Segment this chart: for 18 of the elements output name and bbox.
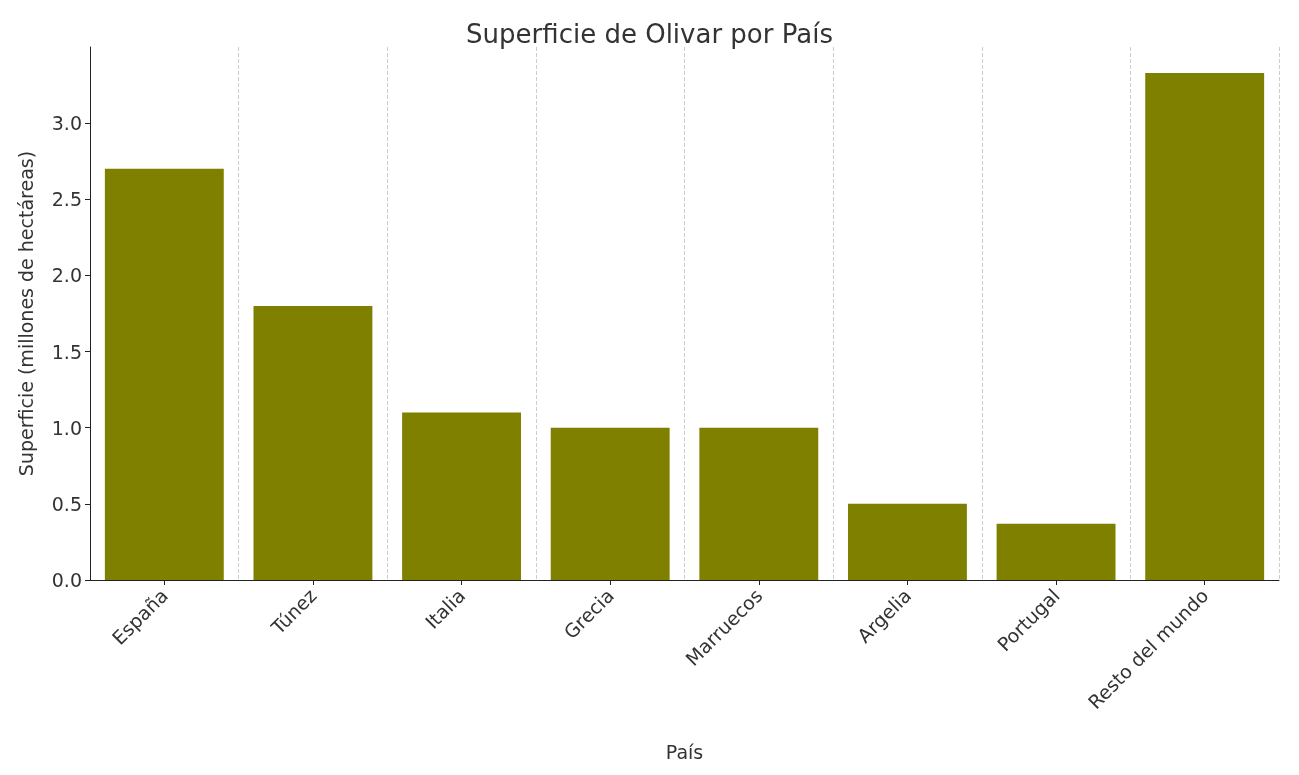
bar [699,427,819,580]
y-tick-label: 0.0 [51,569,82,591]
y-axis-title: Superficie (millones de hectáreas) [14,150,37,477]
y-tick-label: 2.5 [51,188,82,211]
y-tick-label: 0.5 [51,492,82,515]
chart-title: Superficie de Olivar por País [466,19,833,49]
y-tick-label: 1.5 [51,340,82,363]
x-axis-title: País [665,740,704,763]
y-tick-label: 1.0 [51,416,82,439]
bar [1145,72,1265,580]
bar [104,168,224,580]
bar [996,523,1116,580]
bar [550,427,670,580]
bar [253,305,373,580]
y-tick-label: 2.0 [51,264,82,287]
bar [402,412,522,580]
bar [847,503,967,580]
y-tick-label: 3.0 [51,112,82,135]
